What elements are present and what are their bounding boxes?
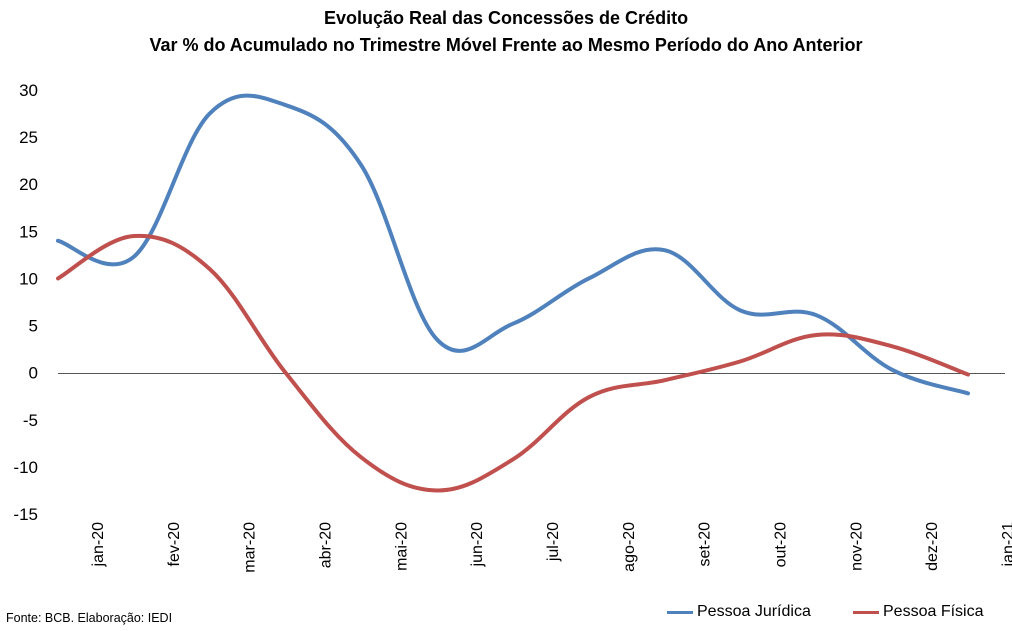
source-note: Fonte: BCB. Elaboração: IEDI (6, 611, 173, 625)
y-axis-ticks: 30 25 20 15 10 5 0 -5 -10 -15 (13, 81, 38, 524)
y-tick-label: 10 (19, 269, 38, 288)
x-tick-label: jan-20 (90, 522, 107, 568)
series-lines (56, 93, 970, 493)
line-chart: 30 25 20 15 10 5 0 -5 -10 -15 jan-20 fev-20 mar-20 a… (13, 81, 1012, 573)
legend-item-pessoa-fisica: Pessoa Física (853, 603, 983, 621)
legend-item-pessoa-juridica: Pessoa Jurídica (667, 603, 811, 621)
legend-swatch-pessoa-fisica (853, 610, 879, 614)
series-line-pessoa-fisica (56, 233, 970, 493)
y-tick-label: -15 (13, 505, 38, 524)
x-tick-label: abr-20 (318, 522, 335, 568)
y-tick-label: 30 (19, 81, 38, 100)
series-line-pessoa-juridica (56, 93, 970, 396)
x-tick-label: jul-20 (545, 522, 562, 562)
y-tick-label: -5 (23, 411, 38, 430)
x-tick-label: jun-20 (469, 522, 486, 568)
y-tick-label: 0 (29, 364, 38, 383)
chart-title: Evolução Real das Concessões de Crédito (323, 8, 689, 28)
y-tick-label: 5 (29, 317, 38, 336)
y-tick-label: -10 (13, 458, 38, 477)
x-tick-label: nov-20 (848, 522, 865, 571)
x-tick-label: mar-20 (242, 522, 259, 573)
x-axis-ticks: jan-20 fev-20 mar-20 abr-20 mai-20 jun-20 jul-… (90, 522, 1012, 573)
y-tick-label: 25 (19, 128, 38, 147)
x-tick-label: mai-20 (393, 522, 410, 571)
legend-label-pessoa-fisica: Pessoa Física (883, 603, 984, 620)
chart-subtitle: Var % do Acumulado no Trimestre Móvel Fr… (149, 35, 863, 55)
legend-swatch-pessoa-juridica (667, 610, 693, 614)
y-tick-label: 15 (19, 222, 38, 241)
y-tick-label: 20 (19, 175, 38, 194)
x-tick-label: ago-20 (621, 522, 638, 572)
legend-label-pessoa-juridica: Pessoa Jurídica (697, 603, 811, 620)
x-tick-label: out-20 (773, 522, 790, 567)
x-tick-label: set-20 (697, 522, 714, 567)
x-tick-label: fev-20 (166, 522, 183, 567)
x-tick-label: jan-21 (1000, 522, 1012, 568)
x-tick-label: dez-20 (924, 522, 941, 571)
